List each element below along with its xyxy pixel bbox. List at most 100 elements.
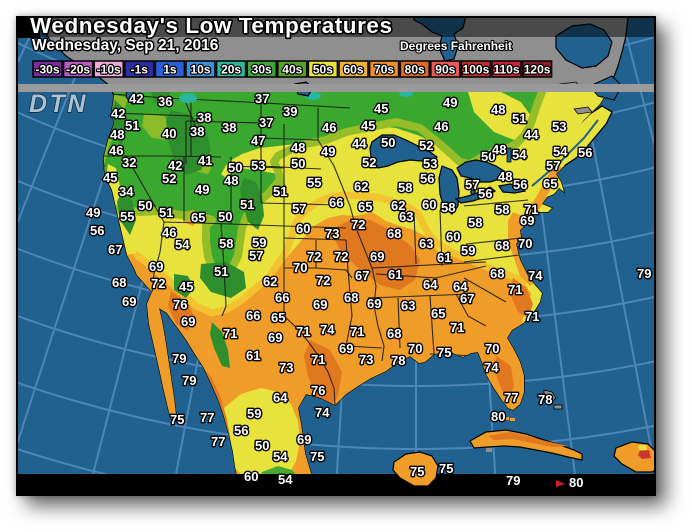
svg-text:73: 73 xyxy=(325,226,339,241)
svg-text:69: 69 xyxy=(268,330,282,345)
svg-text:62: 62 xyxy=(354,179,368,194)
svg-text:63: 63 xyxy=(399,209,413,224)
svg-text:61: 61 xyxy=(246,348,260,363)
svg-text:68: 68 xyxy=(387,326,401,341)
svg-text:54: 54 xyxy=(512,147,527,162)
svg-text:79: 79 xyxy=(637,266,651,281)
svg-text:69: 69 xyxy=(520,213,534,228)
svg-text:48: 48 xyxy=(498,169,512,184)
svg-text:50: 50 xyxy=(291,156,305,171)
svg-text:70s: 70s xyxy=(374,63,394,77)
svg-text:75: 75 xyxy=(437,345,451,360)
svg-text:50: 50 xyxy=(255,438,269,453)
svg-text:78: 78 xyxy=(391,353,405,368)
svg-text:57: 57 xyxy=(546,158,560,173)
svg-text:56: 56 xyxy=(513,177,527,192)
svg-text:49: 49 xyxy=(195,182,209,197)
svg-text:79: 79 xyxy=(182,373,196,388)
svg-text:46: 46 xyxy=(322,120,336,135)
svg-text:71: 71 xyxy=(524,202,538,217)
svg-text:46: 46 xyxy=(162,225,176,240)
svg-text:77: 77 xyxy=(211,434,225,449)
svg-text:63: 63 xyxy=(419,236,433,251)
svg-text:80: 80 xyxy=(569,475,583,490)
svg-text:37: 37 xyxy=(259,115,273,130)
svg-text:46: 46 xyxy=(109,143,123,158)
svg-text:59: 59 xyxy=(252,235,266,250)
svg-text:76: 76 xyxy=(173,297,187,312)
svg-text:74: 74 xyxy=(528,268,543,283)
svg-text:71: 71 xyxy=(223,326,237,341)
svg-text:38: 38 xyxy=(190,124,204,139)
svg-text:44: 44 xyxy=(524,127,539,142)
svg-text:54: 54 xyxy=(278,472,293,487)
svg-text:50: 50 xyxy=(481,149,495,164)
svg-text:69: 69 xyxy=(339,341,353,356)
svg-text:50: 50 xyxy=(381,135,395,150)
svg-text:54: 54 xyxy=(175,237,190,252)
svg-text:72: 72 xyxy=(307,249,321,264)
svg-text:66: 66 xyxy=(329,195,343,210)
svg-text:32: 32 xyxy=(122,155,136,170)
svg-text:48: 48 xyxy=(291,140,305,155)
svg-text:Wednesday, Sep 21, 2016: Wednesday, Sep 21, 2016 xyxy=(32,37,219,54)
svg-text:68: 68 xyxy=(490,266,504,281)
svg-text:53: 53 xyxy=(423,156,437,171)
svg-text:60: 60 xyxy=(296,221,310,236)
svg-text:50s: 50s xyxy=(313,63,333,77)
svg-text:68: 68 xyxy=(387,226,401,241)
svg-text:90s: 90s xyxy=(435,63,455,77)
svg-text:58: 58 xyxy=(398,180,412,195)
svg-text:71: 71 xyxy=(311,352,325,367)
svg-text:69: 69 xyxy=(149,259,163,274)
svg-text:64: 64 xyxy=(273,390,288,405)
svg-text:69: 69 xyxy=(370,249,384,264)
svg-text:56: 56 xyxy=(234,423,248,438)
svg-text:72: 72 xyxy=(151,276,165,291)
svg-text:78: 78 xyxy=(538,392,552,407)
svg-text:67: 67 xyxy=(460,291,474,306)
svg-text:58: 58 xyxy=(441,200,455,215)
svg-text:51: 51 xyxy=(214,264,228,279)
svg-text:55: 55 xyxy=(120,209,134,224)
svg-text:48: 48 xyxy=(110,127,124,142)
svg-text:36: 36 xyxy=(158,94,172,109)
svg-text:20s: 20s xyxy=(221,63,241,77)
svg-text:Wednesday's Low Temperatures: Wednesday's Low Temperatures xyxy=(30,18,393,38)
svg-text:77: 77 xyxy=(504,390,518,405)
svg-text:50: 50 xyxy=(218,209,232,224)
svg-text:DTN: DTN xyxy=(29,90,88,118)
svg-text:54: 54 xyxy=(553,144,568,159)
svg-text:65: 65 xyxy=(271,310,285,325)
svg-text:51: 51 xyxy=(240,197,254,212)
svg-text:51: 51 xyxy=(273,184,287,199)
svg-text:62: 62 xyxy=(391,198,405,213)
svg-text:58: 58 xyxy=(468,215,482,230)
svg-text:75: 75 xyxy=(170,412,184,427)
svg-text:48: 48 xyxy=(492,142,506,157)
svg-text:71: 71 xyxy=(350,324,364,339)
svg-text:76: 76 xyxy=(311,383,325,398)
svg-text:-20s: -20s xyxy=(66,63,90,77)
svg-text:-1s: -1s xyxy=(131,63,149,77)
svg-text:40s: 40s xyxy=(282,63,302,77)
svg-text:45: 45 xyxy=(103,170,117,185)
svg-text:56: 56 xyxy=(420,171,434,186)
svg-text:75: 75 xyxy=(310,449,324,464)
svg-text:52: 52 xyxy=(419,138,433,153)
svg-text:65: 65 xyxy=(358,199,372,214)
svg-text:56: 56 xyxy=(578,145,592,160)
svg-text:-10s: -10s xyxy=(97,63,121,77)
svg-text:65: 65 xyxy=(431,306,445,321)
svg-text:70: 70 xyxy=(408,341,422,356)
svg-text:74: 74 xyxy=(315,405,330,420)
svg-text:49: 49 xyxy=(443,95,457,110)
svg-text:58: 58 xyxy=(495,202,509,217)
svg-text:57: 57 xyxy=(249,248,263,263)
svg-text:52: 52 xyxy=(162,171,176,186)
svg-text:44: 44 xyxy=(352,136,367,151)
svg-text:68: 68 xyxy=(344,290,358,305)
svg-text:69: 69 xyxy=(367,296,381,311)
svg-text:75: 75 xyxy=(410,464,424,479)
svg-text:Degrees Fahrenheit: Degrees Fahrenheit xyxy=(400,39,512,53)
